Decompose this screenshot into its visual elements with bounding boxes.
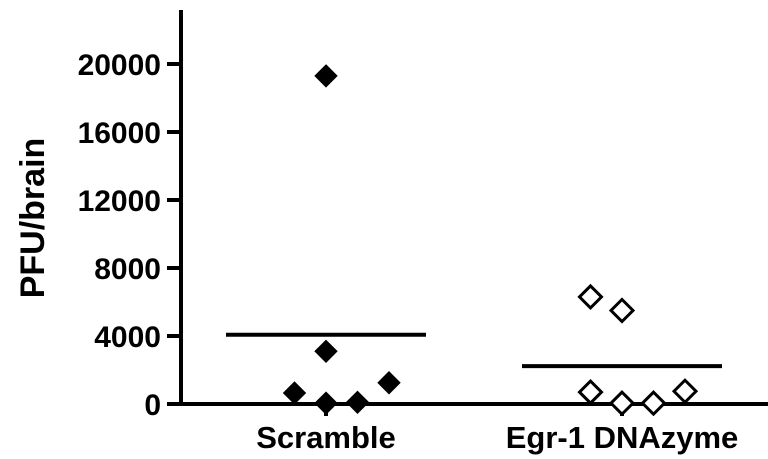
data-marks bbox=[226, 64, 722, 417]
open-diamond-point bbox=[608, 390, 636, 417]
y-tick-label: 4000 bbox=[94, 321, 161, 354]
y-tick-label: 16000 bbox=[78, 117, 161, 150]
open-diamond-point bbox=[608, 297, 636, 324]
x-tick-label: Egr-1 DNAzyme bbox=[506, 420, 739, 455]
filled-diamond-point bbox=[377, 371, 401, 395]
y-tick-label: 0 bbox=[144, 389, 161, 422]
y-axis-label: PFU/brain bbox=[14, 138, 52, 299]
y-tick-label: 20000 bbox=[78, 49, 161, 82]
filled-diamond-point bbox=[314, 391, 338, 415]
x-tick-label: Scramble bbox=[256, 420, 396, 455]
filled-diamond-point bbox=[314, 64, 338, 88]
filled-diamond-point bbox=[345, 390, 370, 415]
filled-diamond-point bbox=[314, 339, 338, 364]
axes: 0 4000 8000 12000 16000 20000 Scramble Egr-1 DN… bbox=[78, 10, 768, 455]
open-diamond-point bbox=[640, 390, 667, 417]
y-tick-label: 12000 bbox=[78, 185, 161, 218]
open-diamond-point bbox=[577, 378, 604, 406]
open-diamond-point bbox=[671, 378, 699, 405]
open-diamond-point bbox=[577, 283, 604, 311]
filled-diamond-point bbox=[282, 381, 307, 405]
y-tick-label: 8000 bbox=[94, 253, 161, 286]
